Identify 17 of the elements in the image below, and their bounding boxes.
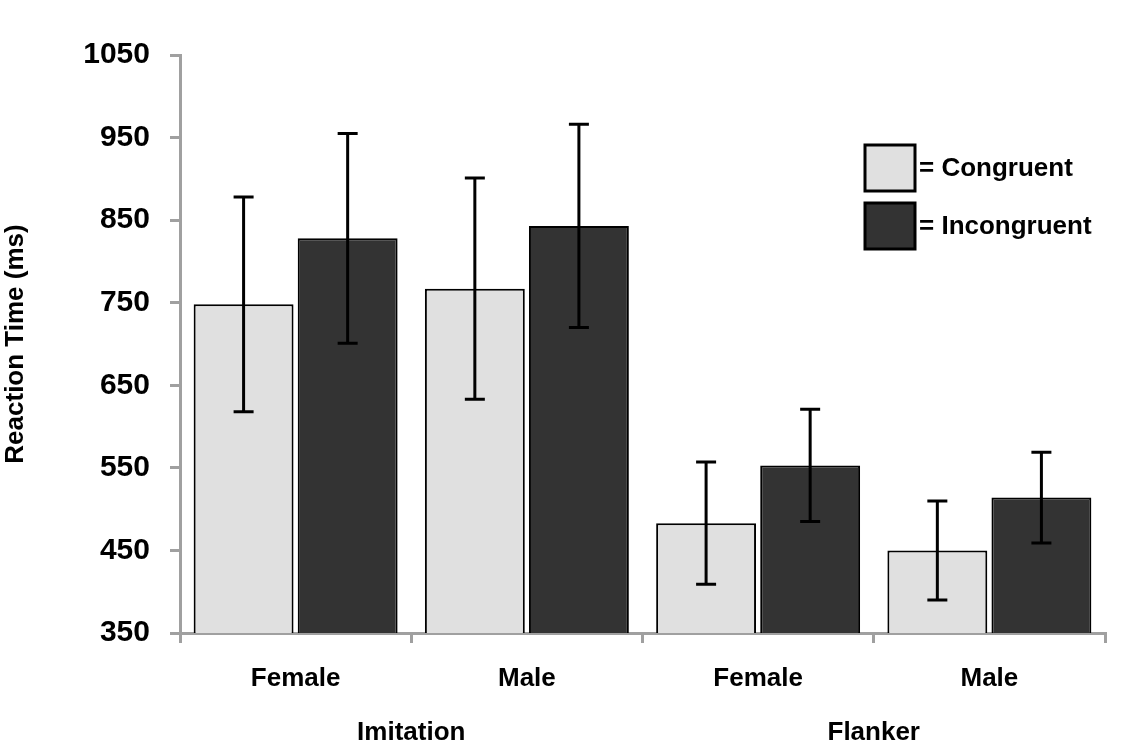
y-tick-label: 550 [99,449,150,483]
y-tick-label: 1050 [83,36,150,70]
text: Imitation [357,716,466,747]
text: Flanker [827,716,920,747]
x-tick-label: Female [713,661,803,692]
y-tick-label: 350 [99,614,150,648]
y-tick-label: 850 [99,201,150,235]
x-tick-label: Male [497,661,556,692]
y-tick-label: 450 [99,531,150,565]
x-tick-label: Male [960,661,1019,692]
y-tick-label: 650 [99,366,150,400]
x-tick-label: Female [250,661,341,692]
y-axis-title: Reaction Time (ms) [0,224,29,464]
y-tick-label: 950 [99,118,150,152]
legend-label: = Congruent [919,152,1074,183]
legend-label: = Incongruent [919,210,1092,241]
y-tick-label: 750 [99,283,150,317]
